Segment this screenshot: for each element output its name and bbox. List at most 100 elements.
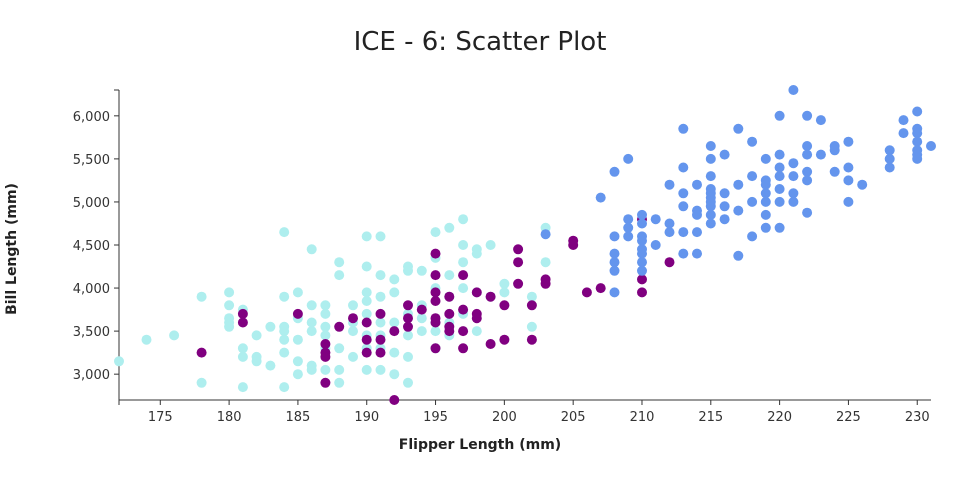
x-tick-label: 230	[905, 410, 930, 425]
data-point-series-2	[416, 304, 427, 315]
data-point-series-3	[774, 110, 785, 121]
data-point-series-1	[471, 326, 482, 337]
data-point-series-2	[471, 313, 482, 324]
data-point-series-1	[375, 364, 386, 375]
x-tick-label: 205	[561, 410, 586, 425]
data-point-series-3	[912, 128, 923, 139]
data-point-series-3	[747, 196, 758, 207]
data-point-series-2	[430, 270, 441, 281]
data-point-series-3	[719, 188, 730, 199]
data-point-series-2	[292, 308, 303, 319]
data-point-series-1	[251, 330, 262, 341]
data-point-series-3	[747, 136, 758, 147]
data-point-series-3	[650, 240, 661, 250]
data-point-series-3	[898, 128, 909, 139]
data-point-series-1	[265, 360, 276, 371]
data-point-series-1	[375, 270, 386, 281]
data-point-series-1	[375, 231, 386, 242]
data-point-series-3	[829, 166, 840, 177]
data-point-series-1	[375, 291, 386, 302]
data-point-series-3	[692, 248, 702, 259]
data-point-series-2	[375, 347, 386, 358]
data-point-series-3	[926, 141, 936, 151]
data-point-series-1	[279, 347, 290, 358]
x-tick-label: 185	[286, 410, 311, 425]
data-point-series-1	[403, 351, 413, 362]
data-point-series-3	[664, 179, 675, 190]
data-point-series-3	[733, 179, 744, 190]
data-point-series-1	[279, 291, 290, 302]
data-point-series-3	[678, 123, 689, 134]
data-point-series-3	[609, 257, 620, 268]
data-point-series-1	[265, 321, 276, 332]
data-point-series-1	[196, 377, 207, 388]
x-tick-label: 215	[698, 410, 723, 425]
data-point-series-3	[912, 153, 923, 164]
data-point-series-2	[513, 244, 524, 255]
data-point-series-2	[237, 308, 248, 319]
data-point-series-1	[403, 330, 413, 341]
data-point-series-3	[898, 115, 909, 126]
data-point-series-3	[788, 188, 799, 199]
data-point-series-1	[251, 356, 262, 367]
y-tick-label: 4,500	[73, 239, 110, 254]
data-point-series-2	[320, 351, 331, 362]
data-point-series-1	[141, 334, 152, 345]
data-point-series-3	[760, 222, 771, 233]
data-point-series-1	[361, 287, 372, 298]
data-point-series-1	[389, 347, 400, 358]
data-point-series-2	[237, 317, 248, 328]
data-points	[114, 85, 936, 405]
data-point-series-2	[320, 339, 331, 349]
x-tick-label: 200	[492, 410, 517, 425]
data-point-series-2	[361, 334, 372, 345]
data-point-series-2	[430, 343, 441, 354]
data-point-series-1	[279, 382, 290, 393]
data-point-series-1	[416, 313, 427, 324]
data-point-series-2	[430, 296, 441, 306]
data-point-series-3	[884, 145, 895, 156]
data-point-series-2	[485, 339, 496, 349]
y-tick-label: 3,000	[73, 368, 110, 383]
data-point-series-1	[320, 321, 331, 332]
data-point-series-2	[444, 308, 455, 319]
data-point-series-1	[306, 300, 317, 311]
chart-title: ICE - 6: Scatter Plot	[354, 27, 607, 57]
data-point-series-3	[733, 205, 744, 216]
data-point-series-1	[430, 227, 441, 238]
data-point-series-3	[678, 248, 689, 259]
data-point-series-1	[292, 369, 303, 380]
data-point-series-1	[403, 377, 413, 388]
x-tick-label: 210	[630, 410, 655, 425]
data-point-series-3	[609, 248, 620, 259]
data-point-series-2	[513, 257, 524, 268]
data-point-series-2	[196, 347, 207, 358]
data-point-series-3	[705, 218, 716, 229]
data-point-series-1	[471, 248, 482, 259]
data-point-series-3	[705, 171, 716, 182]
data-point-series-2	[361, 347, 372, 358]
data-point-series-3	[623, 231, 634, 242]
data-point-series-1	[279, 334, 290, 345]
data-point-series-3	[609, 287, 620, 298]
data-point-series-1	[334, 364, 345, 375]
x-tick-label: 175	[148, 410, 173, 425]
data-point-series-1	[306, 317, 317, 328]
data-point-series-2	[458, 326, 469, 337]
data-point-series-2	[334, 321, 345, 332]
data-point-series-2	[499, 300, 510, 311]
data-point-series-1	[444, 222, 455, 233]
data-point-series-3	[637, 257, 647, 268]
data-point-series-2	[430, 287, 441, 298]
data-point-series-1	[320, 330, 331, 341]
data-point-series-3	[884, 153, 895, 164]
data-point-series-3	[760, 209, 771, 220]
y-tick-label: 5,500	[73, 153, 110, 168]
data-point-series-1	[320, 300, 331, 311]
data-point-series-2	[568, 240, 579, 250]
data-point-series-3	[637, 248, 647, 259]
data-point-series-3	[719, 214, 730, 225]
y-tick-label: 5,000	[73, 196, 110, 211]
data-point-series-1	[361, 364, 372, 375]
data-point-series-3	[650, 214, 661, 225]
